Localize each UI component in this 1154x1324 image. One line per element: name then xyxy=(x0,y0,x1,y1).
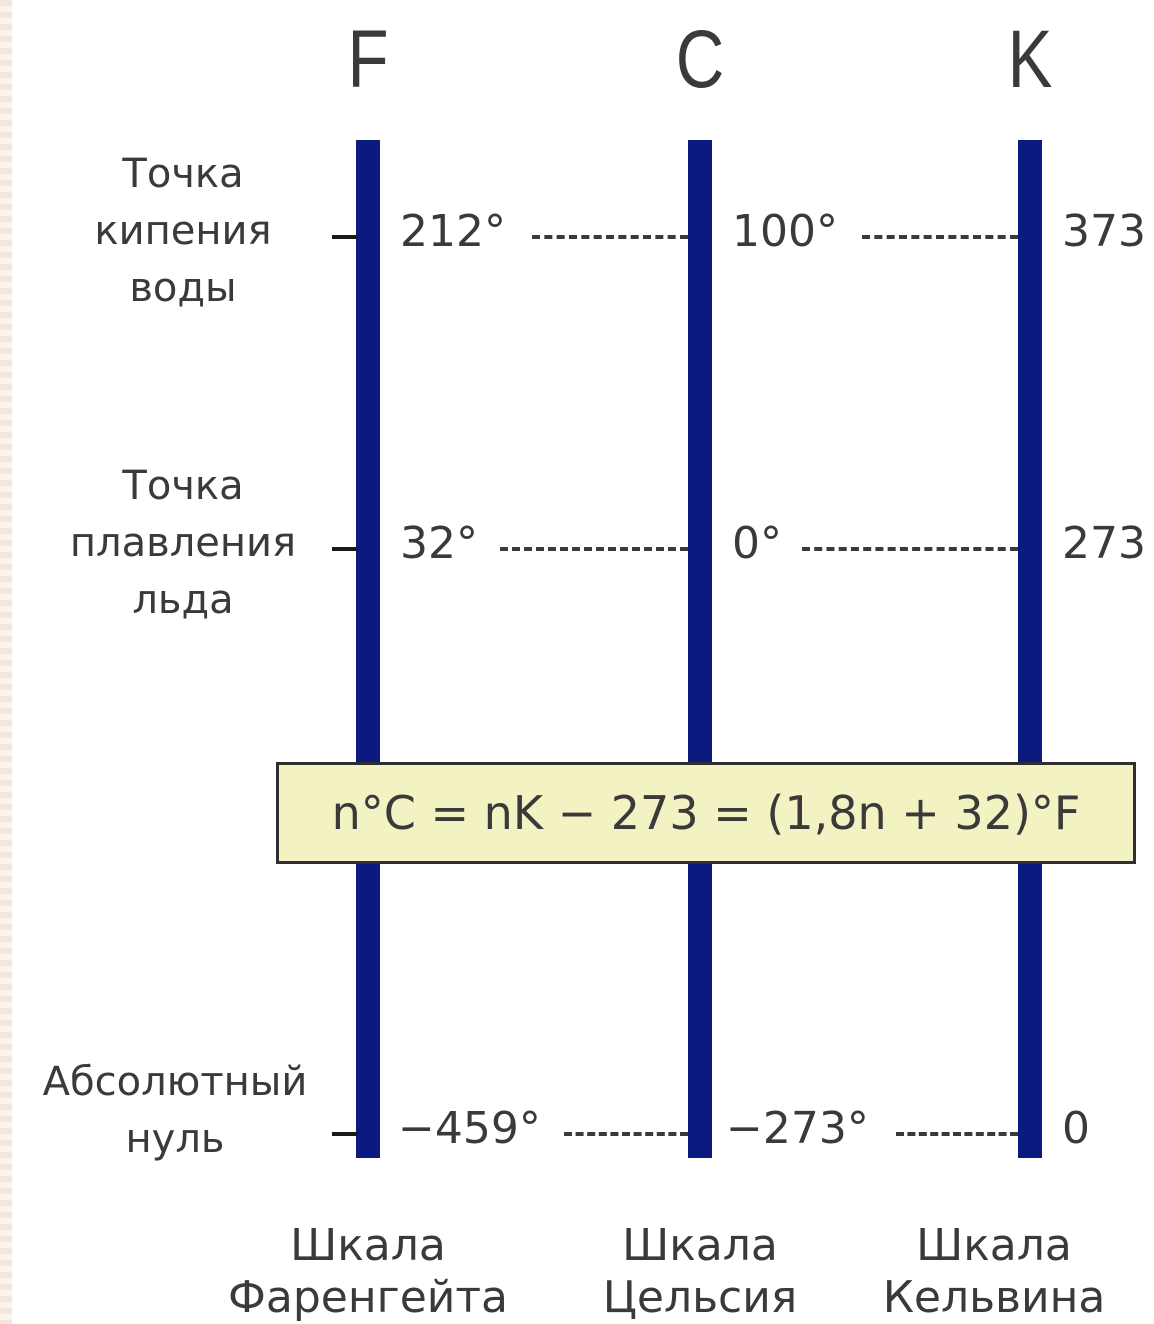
boiling-value-c: 100° xyxy=(732,206,838,257)
melting-tick-f xyxy=(332,547,358,551)
zero-value-c: −273° xyxy=(726,1103,869,1154)
absolute-zero-label: Абсолютный нуль xyxy=(42,1059,308,1162)
kelvin-bar xyxy=(1018,140,1042,1158)
left-edge-texture xyxy=(0,0,12,1324)
melting-dash-ck xyxy=(802,547,1018,551)
boiling-dash-ck xyxy=(862,235,1018,239)
zero-dash-ck xyxy=(896,1132,1018,1136)
boiling-dash-fc xyxy=(532,235,688,239)
melting-value-c: 0° xyxy=(732,518,782,569)
celsius-scale-name: Шкала Цельсия xyxy=(602,1220,798,1323)
melting-point-label: Точка плавления льда xyxy=(69,463,297,623)
melting-value-k: 273 xyxy=(1062,518,1146,569)
fahrenheit-bar xyxy=(356,140,380,1158)
boiling-value-f: 212° xyxy=(400,206,506,257)
celsius-bar xyxy=(688,140,712,1158)
scale-letter-celsius: C xyxy=(675,14,725,105)
conversion-formula: n°C = nK − 273 = (1,8n + 32)°F xyxy=(331,786,1081,840)
zero-dash-fc xyxy=(564,1132,688,1136)
boiling-point-label: Точка кипения воды xyxy=(94,151,272,311)
boiling-value-k: 373 xyxy=(1062,206,1146,257)
zero-tick-f xyxy=(332,1132,358,1136)
scale-letter-kelvin: K xyxy=(1007,14,1053,105)
formula-box: n°C = nK − 273 = (1,8n + 32)°F xyxy=(276,762,1136,864)
zero-value-f: −459° xyxy=(398,1103,541,1154)
fahrenheit-scale-name: Шкала Фаренгейта xyxy=(228,1220,508,1323)
boiling-tick-f xyxy=(332,235,358,239)
melting-dash-fc xyxy=(500,547,688,551)
melting-value-f: 32° xyxy=(400,518,478,569)
scale-letter-fahrenheit: F xyxy=(347,14,389,105)
zero-value-k: 0 xyxy=(1062,1103,1090,1154)
kelvin-scale-name: Шкала Кельвина xyxy=(882,1220,1106,1323)
